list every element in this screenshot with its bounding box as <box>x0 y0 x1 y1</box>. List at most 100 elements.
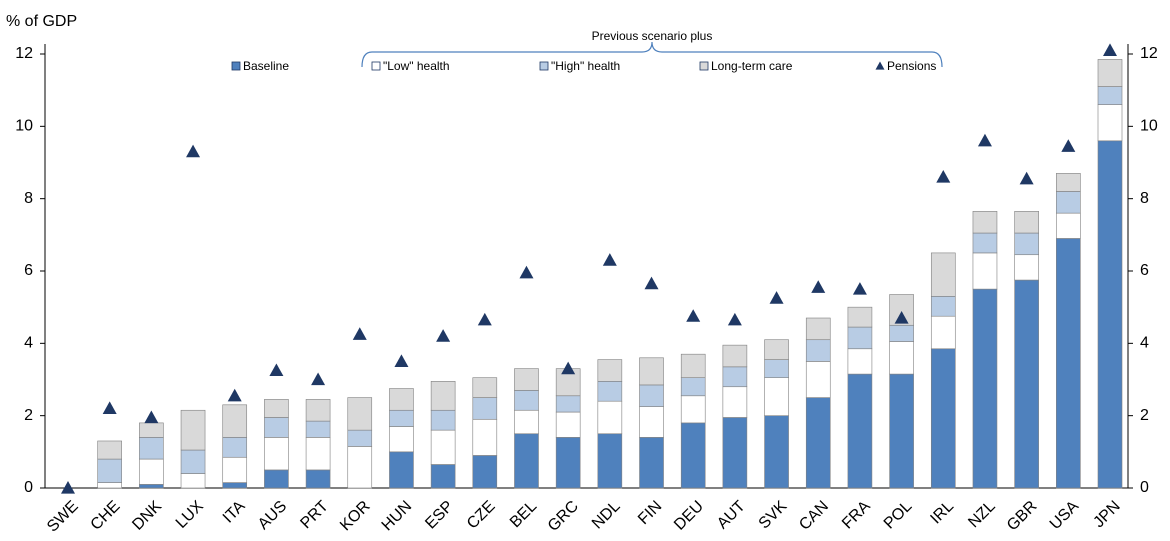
x-tick-label: KOR <box>337 498 374 535</box>
bar-segment <box>1097 140 1123 489</box>
bar-segment <box>930 348 956 489</box>
pension-marker <box>519 265 534 279</box>
bar-segment <box>555 411 581 438</box>
bar-segment <box>805 361 831 398</box>
bar-segment <box>722 417 748 489</box>
bar-segment <box>764 415 789 489</box>
bar-segment <box>680 422 706 489</box>
bar-segment <box>97 440 122 460</box>
bar-segment <box>847 348 873 375</box>
bar-segment <box>1097 104 1123 142</box>
x-tick-label: DEU <box>671 498 707 534</box>
pension-marker <box>977 133 992 147</box>
legend-label: "High" health <box>551 59 620 73</box>
bar-segment <box>305 420 331 438</box>
bar-segment <box>597 433 623 489</box>
x-tick-label: SVK <box>756 498 791 533</box>
bar-segment <box>180 473 206 489</box>
bar-segment <box>847 373 873 489</box>
y-tick-label: 0 <box>24 479 33 496</box>
bar-segment <box>930 296 956 317</box>
bar-segment <box>472 397 498 420</box>
x-tick-label: GRC <box>545 498 582 535</box>
y-tick-label: 12 <box>15 45 33 62</box>
bar-segment <box>722 344 748 368</box>
bar-segment <box>930 315 956 350</box>
y-tick-label: 4 <box>24 335 33 352</box>
pension-marker <box>227 388 242 402</box>
bar-segment <box>764 339 789 360</box>
bar-segment <box>972 288 998 489</box>
x-tick-label: PRT <box>297 498 332 533</box>
bar-segment <box>1014 279 1039 489</box>
bar-segment <box>805 339 831 362</box>
bar-segment <box>97 458 122 483</box>
x-tick-label: HUN <box>379 498 416 535</box>
bar-segment <box>514 409 539 435</box>
y-tick-label: 6 <box>24 262 33 279</box>
bar-segment <box>639 357 664 386</box>
bar-segment <box>472 455 498 489</box>
x-tick-label: USA <box>1047 498 1083 534</box>
pension-marker <box>1061 139 1076 152</box>
bar-segment <box>222 456 248 483</box>
bar-segment <box>389 426 414 453</box>
pension-marker <box>561 361 576 375</box>
bar-segment <box>597 359 623 382</box>
bar-segment <box>805 317 831 341</box>
legend-marker <box>875 61 885 70</box>
bar-segment <box>305 399 331 422</box>
bar-segment <box>680 377 706 397</box>
pension-marker <box>102 401 117 415</box>
annotation: Previous scenario plus <box>592 29 713 43</box>
y-tick-label-right: 6 <box>1140 262 1149 279</box>
bar-segment <box>722 366 748 388</box>
bar-segment <box>972 252 998 290</box>
y-tick-label: 10 <box>15 118 33 135</box>
bar-segment <box>222 437 248 458</box>
x-tick-label: CHE <box>88 498 124 534</box>
bar-segment <box>347 429 373 447</box>
bar-segment <box>347 397 373 431</box>
bar-segment <box>139 484 164 489</box>
bar-segment <box>889 324 914 342</box>
x-tick-label: BEL <box>507 498 540 531</box>
bar-segment <box>639 406 664 438</box>
x-tick-label: NZL <box>965 498 998 531</box>
bar-segment <box>389 388 414 411</box>
bar-segment <box>264 437 289 471</box>
bar-segment <box>472 418 498 456</box>
bar-segment <box>972 232 998 254</box>
pension-marker <box>936 169 951 183</box>
bar-segment <box>430 381 456 411</box>
bar-segment <box>139 437 164 460</box>
bar-segment <box>680 353 706 378</box>
x-tick-label: AUS <box>255 498 290 533</box>
bar-segment <box>1014 254 1039 281</box>
pension-marker <box>602 253 617 266</box>
pension-marker <box>686 309 701 322</box>
y-tick-label-right: 2 <box>1140 407 1149 424</box>
pension-marker <box>644 276 659 290</box>
bar-segment <box>139 422 164 438</box>
y-axis-label: % of GDP <box>6 13 77 30</box>
bar-segment <box>305 437 331 471</box>
bar-segment <box>597 381 623 402</box>
bar-segment <box>847 326 873 350</box>
bar-segment <box>139 458 164 485</box>
bar-segment <box>389 451 414 489</box>
pension-marker <box>727 312 742 326</box>
bar-segment <box>847 306 873 328</box>
pension-marker <box>436 329 451 342</box>
y-tick-label-right: 12 <box>1140 45 1158 62</box>
bar-segment <box>1014 232 1039 256</box>
bar-segment <box>514 368 539 391</box>
bar-segment <box>430 409 456 431</box>
bar-segment <box>514 433 539 489</box>
bar-segment <box>514 390 539 411</box>
y-tick-label-right: 8 <box>1140 190 1149 207</box>
bar-segment <box>1014 211 1039 234</box>
bar-segment <box>97 482 122 489</box>
legend-swatch <box>231 61 241 71</box>
